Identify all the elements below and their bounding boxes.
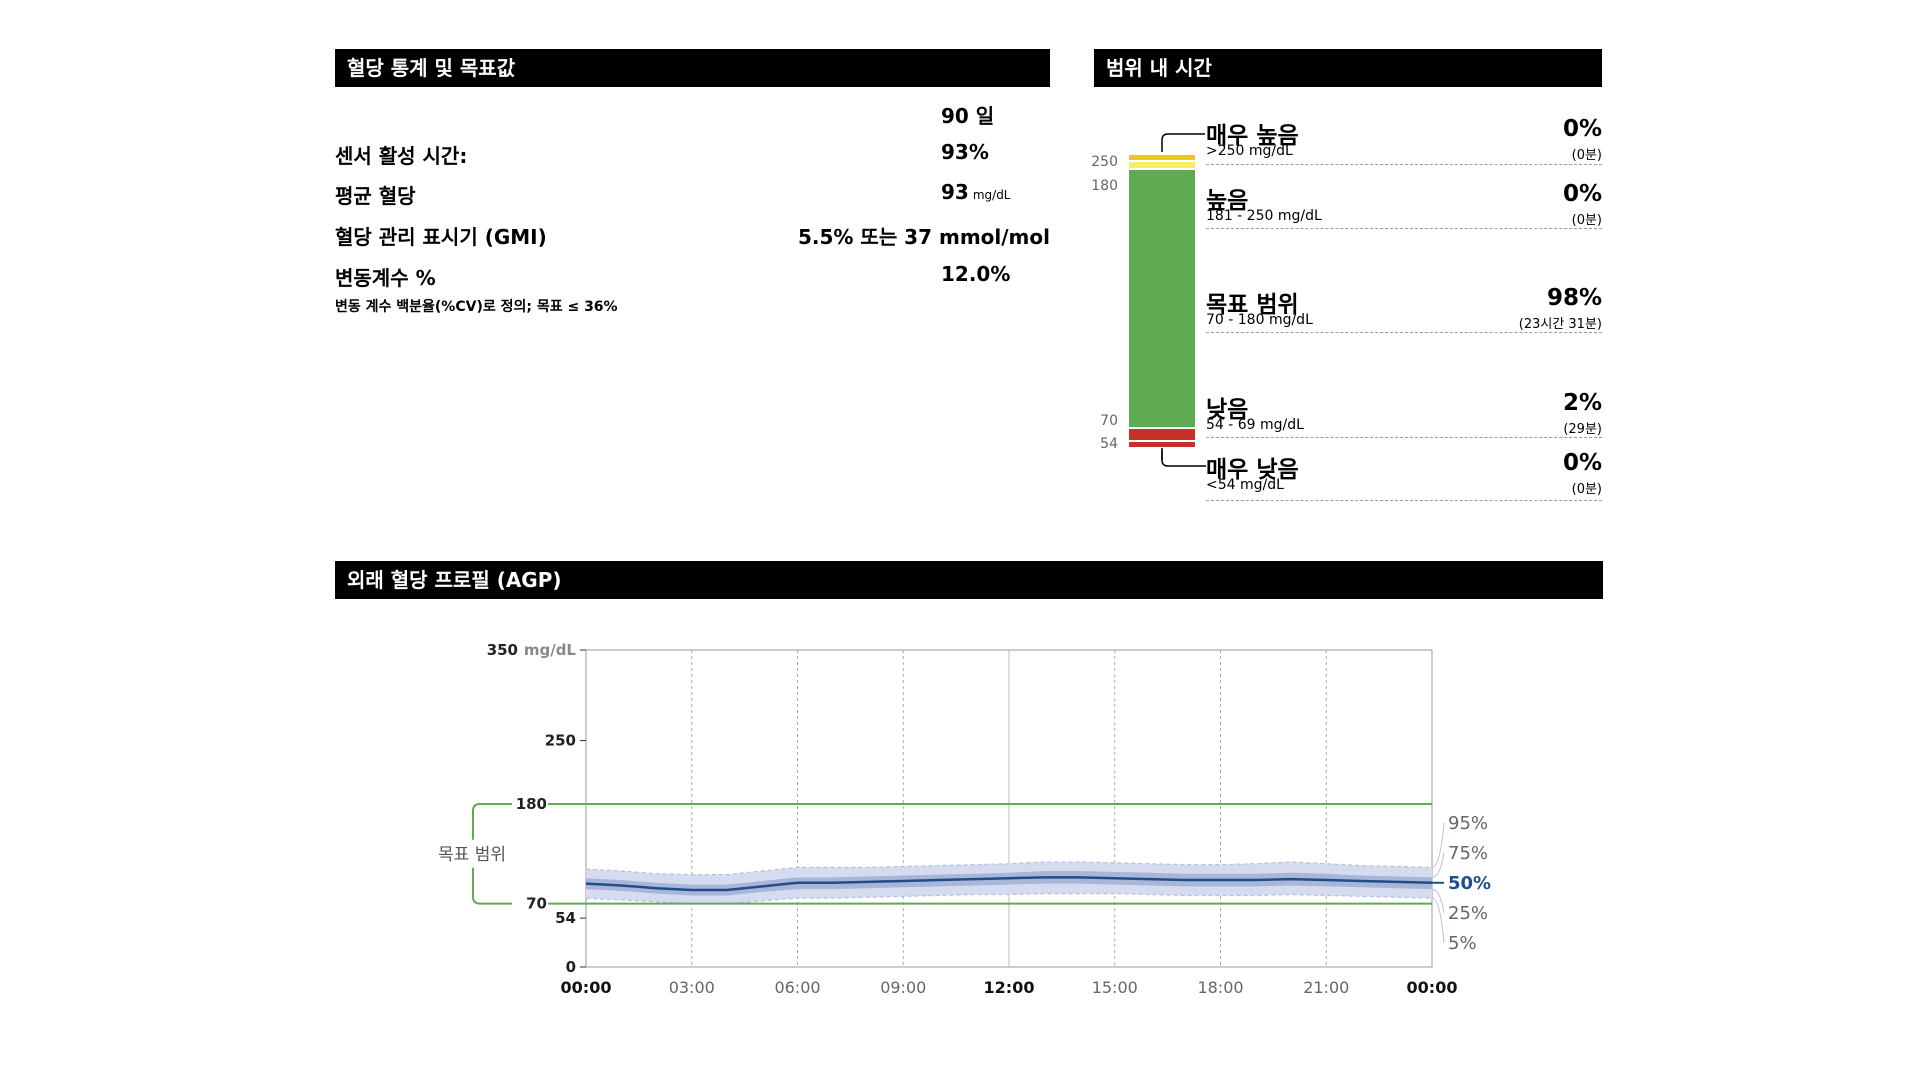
stat-label-cv: 변동계수 % xyxy=(335,266,436,290)
tir-range: 70 - 180 mg/dL xyxy=(1206,312,1313,328)
agp-y-tick-label: 54 xyxy=(555,909,576,927)
tir-range: 54 - 69 mg/dL xyxy=(1206,417,1304,433)
agp-percentile-label: 75% xyxy=(1448,843,1488,864)
tir-scale-250: 250 xyxy=(1091,154,1118,170)
agp-header: 외래 혈당 프로필 (AGP) xyxy=(335,561,1603,599)
agp-percentile-connector xyxy=(1431,888,1445,913)
tir-dur: (23시간 31분) xyxy=(1518,317,1602,332)
agp-x-tick-label: 09:00 xyxy=(880,978,926,997)
tir-bar-very-low xyxy=(1129,442,1195,447)
tir-row-very-high: 매우 높음 >250 mg/dL 0% (0분) xyxy=(1206,106,1602,165)
agp-y-tick-label: 70 xyxy=(526,895,547,913)
tir-name: 매우 높음 xyxy=(1206,123,1299,149)
agp-y-tick-label: 180 xyxy=(516,795,547,813)
tir-row-target: 목표 범위 70 - 180 mg/dL 98% (23시간 31분) xyxy=(1206,229,1602,333)
tir-pct: 2% xyxy=(1562,390,1602,416)
tir-connector-bottom-elbow xyxy=(1161,448,1206,467)
tir-pct: 98% xyxy=(1546,285,1602,311)
agp-y-unit-label: mg/dL xyxy=(524,641,577,659)
tir-bar-high xyxy=(1129,162,1195,168)
stat-value-mean: 93 mg/dL xyxy=(941,180,1011,204)
agp-x-tick-label: 15:00 xyxy=(1092,978,1138,997)
stat-label-sensor: 센서 활성 시간: xyxy=(335,144,468,168)
tir-name: 낮음 xyxy=(1206,397,1249,423)
tir-bar-low xyxy=(1129,429,1195,440)
tir-range: 181 - 250 mg/dL xyxy=(1206,208,1322,224)
stat-value-gmi: 5.5% 또는 37 mmol/mol xyxy=(797,225,1050,249)
agp-chart: 00:00 03:00 06:00 09:00 12:00 15:00 18:00 21:00… xyxy=(438,641,1491,997)
stat-value-cv: 12.0% xyxy=(941,262,1011,286)
tir-row-very-low: 매우 낮음 <54 mg/dL 0% (0분) xyxy=(1206,438,1602,501)
agp-y-tick-label: 350 xyxy=(487,641,518,659)
agp-x-tick-label: 00:00 xyxy=(1407,978,1458,997)
tir-row-high: 높음 181 - 250 mg/dL 0% (0분) xyxy=(1206,165,1602,229)
agp-percentile-label: 5% xyxy=(1448,933,1477,954)
agp-target-label: 목표 범위 xyxy=(438,845,506,865)
tir-range: >250 mg/dL xyxy=(1206,143,1293,159)
stats-period: 90 일 xyxy=(941,104,995,128)
tir-scale-180: 180 xyxy=(1091,178,1118,194)
agp-line-95 xyxy=(585,861,1433,876)
tir-name: 매우 낮음 xyxy=(1206,457,1299,483)
agp-y-tick-label: 0 xyxy=(566,958,576,976)
stat-label-mean: 평균 혈당 xyxy=(335,184,416,208)
tir-pct: 0% xyxy=(1562,116,1602,142)
tir-name: 높음 xyxy=(1206,188,1249,214)
agp-percentile-label: 25% xyxy=(1448,903,1488,924)
tir-scale-54: 54 xyxy=(1100,436,1118,452)
tir-stacked-bar xyxy=(1129,133,1205,460)
agp-x-tick-label: 00:00 xyxy=(561,978,612,997)
agp-band-25-75 xyxy=(586,870,1432,896)
agp-percentile-label: 50% xyxy=(1448,873,1491,894)
stats-header: 혈당 통계 및 목표값 xyxy=(335,49,1050,87)
agp-percentile-connector xyxy=(1431,897,1445,943)
tir-pct: 0% xyxy=(1562,181,1602,207)
agp-x-tick-label: 06:00 xyxy=(774,978,820,997)
agp-percentile-connector xyxy=(1431,852,1445,878)
tir-dur: (0분) xyxy=(1571,148,1602,163)
tir-bar-very-high xyxy=(1129,155,1195,160)
agp-y-tick-label: 250 xyxy=(545,732,576,750)
agp-x-tick-label: 03:00 xyxy=(669,978,715,997)
tir-scale-70: 70 xyxy=(1100,413,1118,429)
tir-row-low: 낮음 54 - 69 mg/dL 2% (29분) xyxy=(1206,333,1602,438)
agp-target-bracket xyxy=(472,802,512,905)
stat-mean-number: 93 xyxy=(941,180,969,204)
stats-cv-note: 변동 계수 백분율(%CV)로 정의; 목표 ≤ 36% xyxy=(335,299,618,315)
agp-percentile-connector xyxy=(1431,822,1445,868)
stat-label-gmi: 혈당 관리 표시기 (GMI) xyxy=(335,225,547,249)
agp-x-tick-label: 12:00 xyxy=(984,978,1035,997)
tir-dur: (0분) xyxy=(1571,482,1602,497)
tir-connector-top xyxy=(1161,133,1205,152)
tir-range: <54 mg/dL xyxy=(1206,477,1284,493)
stat-mean-unit: mg/dL xyxy=(972,188,1011,202)
tir-pct: 0% xyxy=(1562,450,1602,476)
tir-dur: (29분) xyxy=(1563,422,1602,437)
tir-bar-target xyxy=(1129,170,1195,427)
stat-value-sensor: 93% xyxy=(941,140,989,164)
tir-header: 범위 내 시간 xyxy=(1094,49,1602,87)
tir-name: 목표 범위 xyxy=(1206,292,1299,318)
agp-percentile-label: 95% xyxy=(1448,813,1488,834)
tir-dur: (0분) xyxy=(1571,213,1602,228)
agp-x-tick-label: 18:00 xyxy=(1197,978,1243,997)
agp-line-median xyxy=(585,876,1433,892)
agp-x-tick-label: 21:00 xyxy=(1303,978,1349,997)
